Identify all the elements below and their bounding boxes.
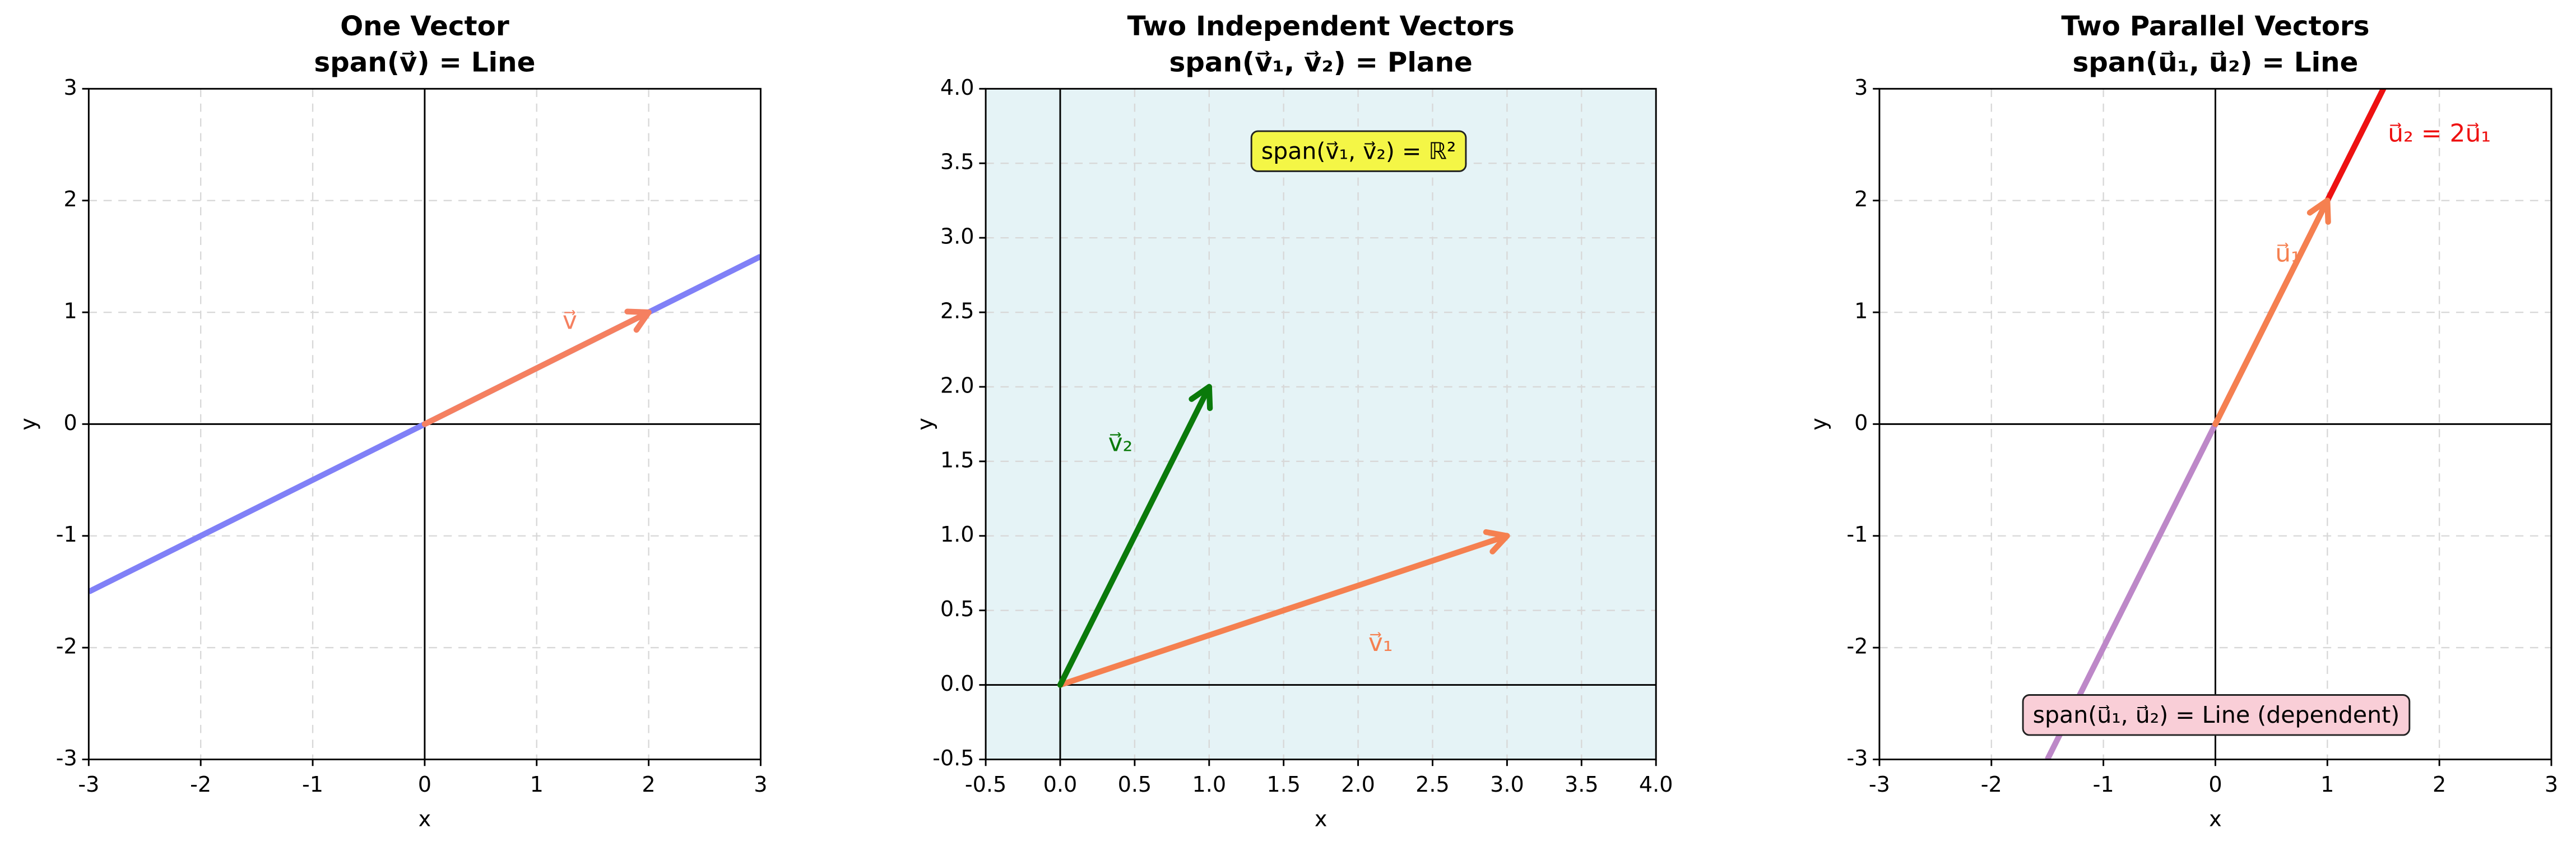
x-axis-label: x <box>1315 806 1328 831</box>
x-tick-label: 0.0 <box>1043 772 1078 797</box>
y-tick-label: 3 <box>1854 75 1868 100</box>
y-tick-label: 4.0 <box>940 75 974 100</box>
vector <box>1057 533 1510 688</box>
arrowhead <box>1189 384 1213 412</box>
vector-label: v⃗₁ <box>1368 629 1393 657</box>
plot-area <box>1057 384 1510 688</box>
x-tick-label: -0.5 <box>965 772 1006 797</box>
vector-label: v⃗₂ <box>1108 429 1133 458</box>
x-tick-label: 2 <box>2433 772 2446 797</box>
vector <box>2212 197 2331 427</box>
x-tick-label: 4.0 <box>1639 772 1673 797</box>
y-tick-label: 1.0 <box>940 522 974 547</box>
y-tick-label: 0.5 <box>940 597 974 621</box>
y-tick-label: -3 <box>56 746 77 770</box>
plot-area <box>89 253 761 595</box>
y-tick-label: 3.0 <box>940 224 974 249</box>
chart-title: Two Parallel Vectors <box>2061 11 2369 42</box>
y-tick-label: 0.0 <box>940 671 974 696</box>
subplot: v⃗₁ v⃗₂ span(v⃗₁, v⃗₂) = ℝ² -0.5 0.0 0.5 1.0 1.… <box>913 11 1673 831</box>
x-tick-label: -3 <box>1869 772 1890 797</box>
x-tick-label: 3 <box>2545 772 2558 797</box>
x-tick-label: 1.0 <box>1192 772 1226 797</box>
x-tick-label: 1 <box>2320 772 2334 797</box>
y-tick-label: 1 <box>64 299 77 324</box>
y-axis-label: y <box>913 418 937 431</box>
x-tick-label: 1.5 <box>1266 772 1301 797</box>
x-tick-label: 0 <box>418 772 431 797</box>
x-tick-label: -3 <box>78 772 99 797</box>
y-axis-label: y <box>16 418 40 431</box>
y-tick-label: 1 <box>1854 299 1868 324</box>
y-tick-label: 3 <box>64 75 77 100</box>
y-tick-label: 2.0 <box>940 373 974 398</box>
x-tick-label: 1 <box>530 772 544 797</box>
y-axis-label: y <box>1807 418 1831 431</box>
y-tick-label: -1 <box>56 522 77 547</box>
annotation-text: span(u⃗₁, u⃗₂) = Line (dependent) <box>2033 701 2400 728</box>
x-tick-label: -1 <box>302 772 323 797</box>
vector-label: u⃗₂ = 2u⃗₁ <box>2388 119 2491 147</box>
x-tick-label: 0.5 <box>1118 772 1152 797</box>
x-tick-label: 2.0 <box>1341 772 1375 797</box>
y-tick-label: 2 <box>1854 187 1868 211</box>
plot-background <box>986 89 1656 760</box>
y-tick-label: -3 <box>1846 746 1868 770</box>
y-tick-label: 0 <box>64 410 77 435</box>
x-tick-label: -2 <box>1981 772 2002 797</box>
x-tick-label: 3 <box>754 772 767 797</box>
annotation-text: span(v⃗₁, v⃗₂) = ℝ² <box>1261 138 1456 165</box>
x-axis-label: x <box>419 806 431 831</box>
chart-title: One Vector <box>340 11 509 42</box>
y-tick-label: 1.5 <box>940 447 974 472</box>
subplot: v⃗ -3 -2 -1 0 1 2 3 -3 -2 -1 0 1 2 3 One Vector span(v⃗)… <box>16 11 767 831</box>
y-tick-label: -1 <box>1846 522 1868 547</box>
vector <box>1057 384 1212 688</box>
x-tick-label: 3.0 <box>1490 772 1524 797</box>
x-tick-label: -2 <box>190 772 211 797</box>
y-tick-label: 0 <box>1854 410 1868 435</box>
plot-area <box>2045 89 2387 760</box>
y-tick-label: 2.5 <box>940 299 974 324</box>
x-tick-label: 2.5 <box>1415 772 1450 797</box>
x-tick-label: 3.5 <box>1565 772 1599 797</box>
y-tick-label: 3.5 <box>940 150 974 174</box>
chart-title: Two Independent Vectors <box>1127 11 1515 42</box>
chart-subtitle: span(u⃗₁, u⃗₂) = Line <box>2073 47 2359 78</box>
x-tick-label: 0 <box>2208 772 2222 797</box>
vector-label: u⃗₁ <box>2275 239 2301 267</box>
arrowhead <box>2306 197 2331 225</box>
annotation-box <box>2022 694 2411 736</box>
x-tick-label: 2 <box>642 772 655 797</box>
y-tick-label: -2 <box>1846 634 1868 659</box>
vector-label: v⃗ <box>563 307 577 335</box>
arrowhead <box>1483 529 1510 555</box>
arrowhead <box>624 308 652 333</box>
chart-subtitle: span(v⃗) = Line <box>314 47 535 78</box>
x-axis-label: x <box>2209 806 2222 831</box>
subplot: u⃗₁ u⃗₂ = 2u⃗₁ span(u⃗₁, u⃗₂) = Line (depe… <box>1807 11 2558 831</box>
y-tick-label: -0.5 <box>932 746 974 770</box>
annotation-box <box>1250 130 1467 172</box>
x-tick-label: -1 <box>2093 772 2114 797</box>
vector <box>421 309 652 427</box>
y-tick-label: -2 <box>56 634 77 659</box>
frame <box>985 87 1657 760</box>
chart-subtitle: span(v⃗₁, v⃗₂) = Plane <box>1169 47 1472 78</box>
y-tick-label: 2 <box>64 187 77 211</box>
